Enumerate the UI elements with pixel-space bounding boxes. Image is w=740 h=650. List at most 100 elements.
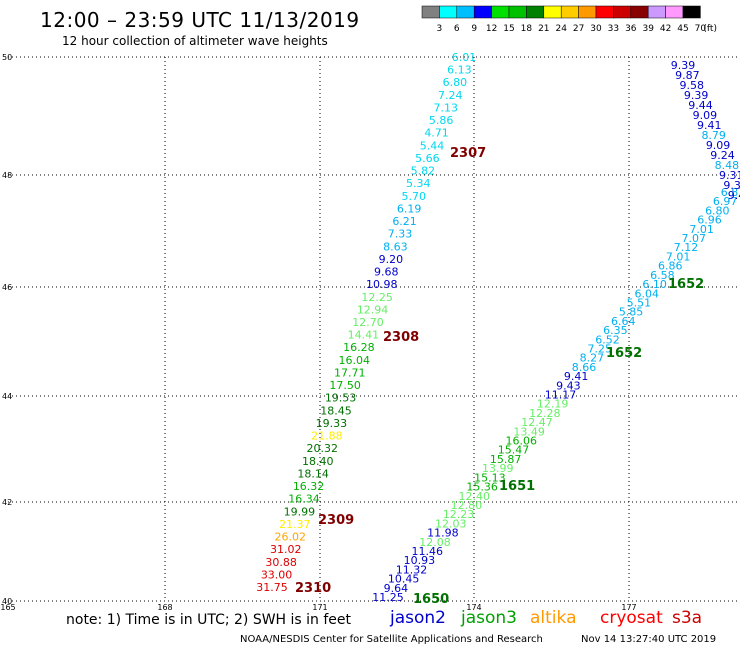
colorbar-tick-label: 6: [454, 24, 460, 34]
track-b-value: 16.06: [506, 435, 538, 448]
track-c-value: 8.79: [701, 129, 726, 142]
track-b-value: 6.64: [611, 315, 636, 328]
track-a-value: 19.53: [325, 392, 357, 405]
track-b-value: 7.25: [587, 342, 612, 355]
time-stamp-label: 2307: [450, 146, 486, 161]
track-a-value: 10.98: [366, 278, 398, 291]
track-b-value: 6.80: [705, 204, 730, 217]
track-b-value: 15.36: [466, 481, 498, 494]
generated-time: Nov 14 13:27:40 UTC 2019: [581, 634, 717, 645]
time-stamp-label: 2308: [383, 330, 419, 345]
colorbar-swatch: [508, 5, 527, 19]
latitude-label: 50: [2, 53, 12, 62]
track-a-value: 5.86: [429, 114, 454, 127]
colorbar-swatch: [613, 5, 632, 19]
colorbar-tick-label: 30: [590, 24, 602, 34]
track-c-value: 9.39: [671, 59, 696, 72]
track-b-value: 6.04: [635, 287, 660, 300]
colorbar-tick-label: 36: [625, 24, 637, 34]
longitude-label: 171: [312, 603, 327, 612]
map-subtitle: 12 hour collection of altimeter wave hei…: [62, 34, 328, 48]
track-a-value: 33.00: [261, 568, 293, 581]
track-a-value: 16.34: [288, 493, 320, 506]
track-a-value: 17.71: [334, 366, 366, 379]
track-b-value: 8.27: [580, 352, 605, 365]
colorbar-unit: (ft): [703, 24, 717, 34]
time-stamp-label: 1652: [606, 346, 642, 361]
colorbar-swatch: [665, 5, 684, 19]
longitude-label: 165: [0, 603, 15, 612]
track-a-value: 4.71: [424, 127, 449, 140]
track-b-value: 12.28: [529, 407, 561, 420]
colorbar-tick-label: 45: [677, 24, 688, 34]
track-b-value: 11.98: [427, 527, 459, 540]
track-b-value: 13.49: [513, 425, 545, 438]
map-title: 12:00 – 23:59 UTC 11/13/2019: [40, 8, 360, 32]
track-b-value: 6.35: [603, 324, 628, 337]
track-b-value: 12.80: [451, 499, 483, 512]
track-b-value: 15.87: [490, 453, 522, 466]
track-b-value: 11.25: [372, 591, 404, 604]
track-c-value: 8.48: [715, 159, 740, 172]
track-b-value: 6.58: [650, 269, 675, 282]
track-a-value: 6.13: [447, 64, 472, 77]
track-a-value: 14.41: [348, 329, 380, 342]
track-b-value: 9.64: [384, 582, 409, 595]
track-a-value: 6.80: [443, 76, 468, 89]
colorbar-tick-label: 27: [573, 24, 584, 34]
track-a-value: 12.70: [352, 316, 384, 329]
track-a-value: 6.19: [397, 202, 422, 215]
time-stamps: 2307 2308 2309 2310 1652 1652 1651 1650: [295, 146, 704, 607]
track-a-value: 18.40: [302, 455, 334, 468]
track-b-value: 6.52: [595, 333, 620, 346]
legend-jason2: jason2: [390, 608, 446, 628]
track-a-value: 20.32: [307, 442, 339, 455]
track-b-value: 8.66: [572, 361, 597, 374]
track-a-value: 26.02: [275, 531, 307, 544]
track-a-value: 9.68: [374, 266, 399, 279]
track-b-value: 6.86: [658, 260, 683, 273]
time-stamp-label: 1650: [413, 592, 449, 607]
track-c-value: 9.34: [723, 179, 740, 192]
colorbar-tick-label: 39: [642, 24, 654, 34]
track-a-value: 5.44: [420, 139, 445, 152]
colorbar-tick-label: 3: [437, 24, 443, 34]
track-b-value: 9.41: [564, 370, 589, 383]
track-c-value: 9.41: [697, 119, 722, 132]
longitude-label: 174: [466, 603, 481, 612]
track-a-value: 31.75: [256, 581, 288, 594]
longitude-label: 177: [621, 603, 636, 612]
colorbar-tick-label: 21: [538, 24, 549, 34]
colorbar-tick-label: 24: [555, 24, 567, 34]
time-stamp-label: 1652: [668, 277, 704, 292]
track-b-value: 5.85: [619, 306, 644, 319]
track-b-value: 13.99: [482, 462, 514, 475]
track-b-value: 10.93: [404, 554, 436, 567]
track-a-value: 5.82: [411, 165, 436, 178]
track-a-value: 18.14: [297, 467, 329, 480]
track-a-value: 12.94: [357, 303, 389, 316]
time-stamp-label: 2309: [318, 513, 354, 528]
colorbar-swatch: [491, 5, 510, 19]
track-a-value: 12.25: [361, 291, 393, 304]
colorbar-swatch: [595, 5, 614, 19]
colorbar-swatch: [543, 5, 562, 19]
legend-cryosat: cryosat: [600, 608, 663, 628]
colorbar-tick-label: 15: [503, 24, 514, 34]
satellite-tracks: 6.016.136.807.247.135.864.715.445.665.82…: [256, 51, 740, 604]
colorbar-swatch: [560, 5, 579, 19]
track-b-value: 15.13: [474, 471, 506, 484]
latitude-label: 46: [2, 283, 12, 292]
track-b-value: 12.03: [435, 517, 467, 530]
color-scale-legend: 3 6 9 12 15 18 21 24 27 30 33 36 39 42 45 70(ft): [421, 5, 717, 34]
track-a-value: 9.20: [379, 253, 404, 266]
track-a-value: 5.34: [406, 177, 431, 190]
track-a-value: 19.33: [316, 417, 348, 430]
colorbar-swatch: [578, 5, 597, 19]
track-a-value: 7.13: [433, 101, 458, 114]
lat-lon-grid: [8, 56, 740, 602]
colorbar-swatch: [682, 5, 701, 19]
latitude-label: 40: [2, 597, 12, 606]
track-a-value: 5.66: [415, 152, 440, 165]
